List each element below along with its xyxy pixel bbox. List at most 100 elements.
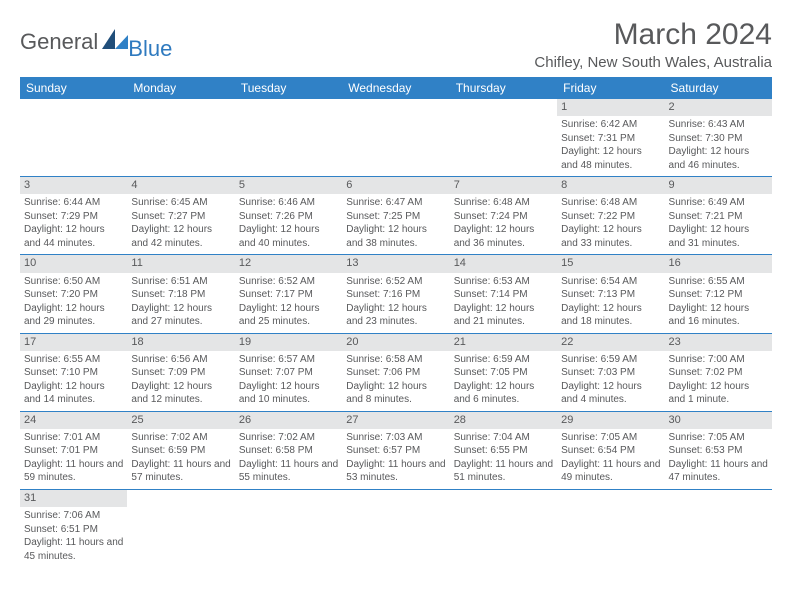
day-info: Sunrise: 6:54 AMSunset: 7:13 PMDaylight:… xyxy=(557,273,664,333)
day-number: 20 xyxy=(342,334,449,351)
weekday-header: Friday xyxy=(557,77,664,99)
calendar-day-cell: 9Sunrise: 6:49 AMSunset: 7:21 PMDaylight… xyxy=(665,177,772,255)
day-number: 27 xyxy=(342,412,449,429)
day-info: Sunrise: 7:05 AMSunset: 6:54 PMDaylight:… xyxy=(557,429,664,489)
calendar-day-cell xyxy=(557,489,664,567)
day-number: 19 xyxy=(235,334,342,351)
page-header: General Blue March 2024 Chifley, New Sou… xyxy=(20,18,772,71)
calendar-week-row: 31Sunrise: 7:06 AMSunset: 6:51 PMDayligh… xyxy=(20,489,772,567)
calendar-day-cell: 19Sunrise: 6:57 AMSunset: 7:07 PMDayligh… xyxy=(235,333,342,411)
calendar-day-cell: 24Sunrise: 7:01 AMSunset: 7:01 PMDayligh… xyxy=(20,411,127,489)
calendar-day-cell: 26Sunrise: 7:02 AMSunset: 6:58 PMDayligh… xyxy=(235,411,342,489)
day-number: 4 xyxy=(127,177,234,194)
logo-sail-icon xyxy=(102,29,128,49)
calendar-day-cell: 11Sunrise: 6:51 AMSunset: 7:18 PMDayligh… xyxy=(127,255,234,333)
day-info: Sunrise: 6:46 AMSunset: 7:26 PMDaylight:… xyxy=(235,194,342,254)
calendar-day-cell: 27Sunrise: 7:03 AMSunset: 6:57 PMDayligh… xyxy=(342,411,449,489)
weekday-header: Monday xyxy=(127,77,234,99)
weekday-header: Tuesday xyxy=(235,77,342,99)
calendar-week-row: 24Sunrise: 7:01 AMSunset: 7:01 PMDayligh… xyxy=(20,411,772,489)
day-info: Sunrise: 7:02 AMSunset: 6:58 PMDaylight:… xyxy=(235,429,342,489)
calendar-day-cell: 21Sunrise: 6:59 AMSunset: 7:05 PMDayligh… xyxy=(450,333,557,411)
day-info: Sunrise: 7:03 AMSunset: 6:57 PMDaylight:… xyxy=(342,429,449,489)
calendar-day-cell: 25Sunrise: 7:02 AMSunset: 6:59 PMDayligh… xyxy=(127,411,234,489)
day-info: Sunrise: 7:06 AMSunset: 6:51 PMDaylight:… xyxy=(20,507,127,567)
day-number: 28 xyxy=(450,412,557,429)
day-number: 25 xyxy=(127,412,234,429)
day-number: 6 xyxy=(342,177,449,194)
logo: General Blue xyxy=(20,18,172,62)
day-number: 31 xyxy=(20,490,127,507)
calendar-day-cell: 16Sunrise: 6:55 AMSunset: 7:12 PMDayligh… xyxy=(665,255,772,333)
day-number: 10 xyxy=(20,255,127,272)
calendar-day-cell: 30Sunrise: 7:05 AMSunset: 6:53 PMDayligh… xyxy=(665,411,772,489)
calendar-day-cell: 12Sunrise: 6:52 AMSunset: 7:17 PMDayligh… xyxy=(235,255,342,333)
day-info: Sunrise: 7:04 AMSunset: 6:55 PMDaylight:… xyxy=(450,429,557,489)
day-info: Sunrise: 6:52 AMSunset: 7:17 PMDaylight:… xyxy=(235,273,342,333)
day-number: 16 xyxy=(665,255,772,272)
day-info: Sunrise: 6:56 AMSunset: 7:09 PMDaylight:… xyxy=(127,351,234,411)
day-number: 22 xyxy=(557,334,664,351)
calendar-day-cell: 31Sunrise: 7:06 AMSunset: 6:51 PMDayligh… xyxy=(20,489,127,567)
day-number: 3 xyxy=(20,177,127,194)
day-info: Sunrise: 6:50 AMSunset: 7:20 PMDaylight:… xyxy=(20,273,127,333)
calendar-day-cell xyxy=(127,489,234,567)
calendar-day-cell xyxy=(450,99,557,177)
day-info: Sunrise: 7:01 AMSunset: 7:01 PMDaylight:… xyxy=(20,429,127,489)
calendar-day-cell: 10Sunrise: 6:50 AMSunset: 7:20 PMDayligh… xyxy=(20,255,127,333)
day-number: 29 xyxy=(557,412,664,429)
calendar-day-cell: 15Sunrise: 6:54 AMSunset: 7:13 PMDayligh… xyxy=(557,255,664,333)
weekday-header: Sunday xyxy=(20,77,127,99)
day-info: Sunrise: 6:51 AMSunset: 7:18 PMDaylight:… xyxy=(127,273,234,333)
calendar-day-cell xyxy=(450,489,557,567)
calendar-week-row: 3Sunrise: 6:44 AMSunset: 7:29 PMDaylight… xyxy=(20,177,772,255)
calendar-day-cell: 6Sunrise: 6:47 AMSunset: 7:25 PMDaylight… xyxy=(342,177,449,255)
day-info: Sunrise: 6:57 AMSunset: 7:07 PMDaylight:… xyxy=(235,351,342,411)
calendar-day-cell: 23Sunrise: 7:00 AMSunset: 7:02 PMDayligh… xyxy=(665,333,772,411)
calendar-day-cell xyxy=(235,489,342,567)
weekday-header: Wednesday xyxy=(342,77,449,99)
weekday-header: Saturday xyxy=(665,77,772,99)
day-info: Sunrise: 6:49 AMSunset: 7:21 PMDaylight:… xyxy=(665,194,772,254)
day-info: Sunrise: 6:47 AMSunset: 7:25 PMDaylight:… xyxy=(342,194,449,254)
calendar-day-cell: 4Sunrise: 6:45 AMSunset: 7:27 PMDaylight… xyxy=(127,177,234,255)
day-info: Sunrise: 6:48 AMSunset: 7:24 PMDaylight:… xyxy=(450,194,557,254)
day-number: 7 xyxy=(450,177,557,194)
location-text: Chifley, New South Wales, Australia xyxy=(534,54,772,71)
calendar-day-cell: 18Sunrise: 6:56 AMSunset: 7:09 PMDayligh… xyxy=(127,333,234,411)
calendar-day-cell: 29Sunrise: 7:05 AMSunset: 6:54 PMDayligh… xyxy=(557,411,664,489)
day-number: 21 xyxy=(450,334,557,351)
calendar-day-cell: 14Sunrise: 6:53 AMSunset: 7:14 PMDayligh… xyxy=(450,255,557,333)
day-number: 8 xyxy=(557,177,664,194)
day-info: Sunrise: 6:58 AMSunset: 7:06 PMDaylight:… xyxy=(342,351,449,411)
calendar-day-cell xyxy=(235,99,342,177)
day-number: 26 xyxy=(235,412,342,429)
day-info: Sunrise: 6:42 AMSunset: 7:31 PMDaylight:… xyxy=(557,116,664,176)
calendar-day-cell: 20Sunrise: 6:58 AMSunset: 7:06 PMDayligh… xyxy=(342,333,449,411)
day-number: 11 xyxy=(127,255,234,272)
weekday-header: Thursday xyxy=(450,77,557,99)
day-number: 5 xyxy=(235,177,342,194)
day-number: 24 xyxy=(20,412,127,429)
day-number: 18 xyxy=(127,334,234,351)
calendar-day-cell: 22Sunrise: 6:59 AMSunset: 7:03 PMDayligh… xyxy=(557,333,664,411)
day-info: Sunrise: 6:55 AMSunset: 7:10 PMDaylight:… xyxy=(20,351,127,411)
calendar-week-row: 1Sunrise: 6:42 AMSunset: 7:31 PMDaylight… xyxy=(20,99,772,177)
day-info: Sunrise: 6:53 AMSunset: 7:14 PMDaylight:… xyxy=(450,273,557,333)
calendar-week-row: 10Sunrise: 6:50 AMSunset: 7:20 PMDayligh… xyxy=(20,255,772,333)
day-number: 2 xyxy=(665,99,772,116)
day-number: 14 xyxy=(450,255,557,272)
day-number: 23 xyxy=(665,334,772,351)
day-number: 30 xyxy=(665,412,772,429)
day-info: Sunrise: 6:43 AMSunset: 7:30 PMDaylight:… xyxy=(665,116,772,176)
month-title: March 2024 xyxy=(534,18,772,52)
day-info: Sunrise: 7:02 AMSunset: 6:59 PMDaylight:… xyxy=(127,429,234,489)
calendar-week-row: 17Sunrise: 6:55 AMSunset: 7:10 PMDayligh… xyxy=(20,333,772,411)
calendar-day-cell xyxy=(20,99,127,177)
calendar-day-cell: 13Sunrise: 6:52 AMSunset: 7:16 PMDayligh… xyxy=(342,255,449,333)
logo-text-general: General xyxy=(20,29,98,55)
calendar-header-row: SundayMondayTuesdayWednesdayThursdayFrid… xyxy=(20,77,772,99)
day-number: 12 xyxy=(235,255,342,272)
day-info: Sunrise: 7:05 AMSunset: 6:53 PMDaylight:… xyxy=(665,429,772,489)
calendar-day-cell: 1Sunrise: 6:42 AMSunset: 7:31 PMDaylight… xyxy=(557,99,664,177)
